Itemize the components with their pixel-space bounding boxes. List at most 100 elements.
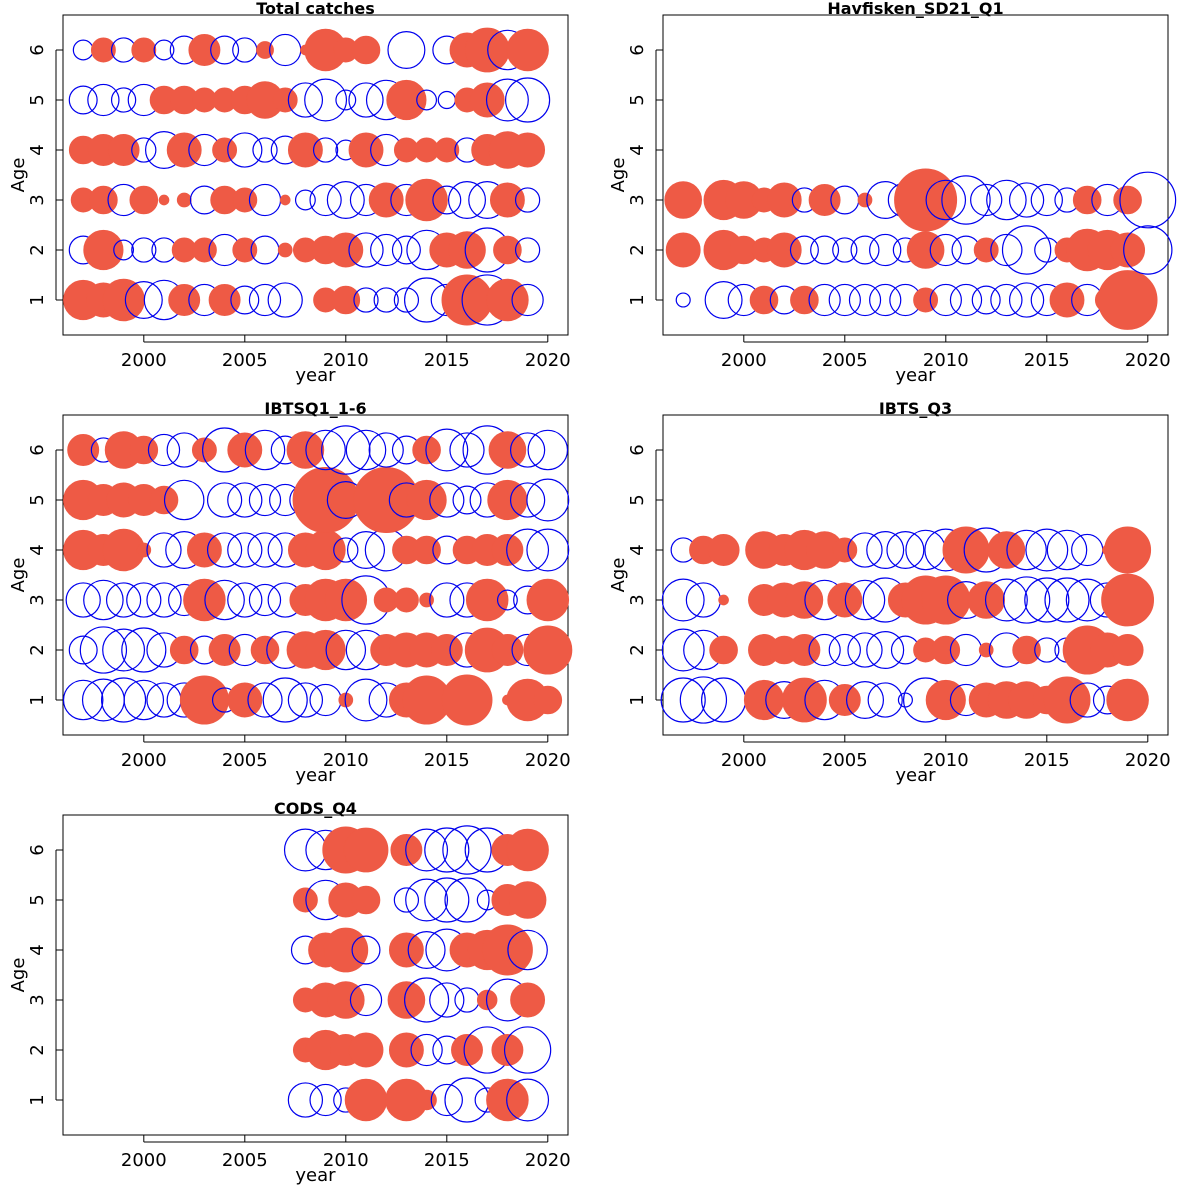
- bubble-positive: [1012, 635, 1041, 665]
- bubble-negative: [847, 632, 883, 668]
- bubble-negative: [527, 429, 569, 471]
- bubble-negative: [344, 678, 388, 722]
- bubble-positive: [387, 981, 426, 1019]
- bubble-positive: [766, 232, 802, 268]
- y-tick-label: 2: [627, 644, 648, 655]
- x-tick-label: 2005: [822, 750, 868, 771]
- bubble-negative: [1002, 576, 1051, 624]
- bubble-negative: [503, 1026, 552, 1074]
- bubble-negative: [990, 283, 1023, 317]
- bubble-positive: [790, 285, 819, 315]
- bubble-positive: [89, 185, 118, 215]
- bubble-negative: [1123, 225, 1173, 275]
- x-tick-label: 2015: [424, 1150, 470, 1171]
- bubble-positive: [179, 675, 229, 725]
- bubble-negative: [1046, 529, 1088, 571]
- bubble-negative: [700, 677, 747, 723]
- bubble-positive: [857, 192, 873, 208]
- bubble-positive: [1110, 232, 1146, 268]
- bubble-positive: [451, 1034, 483, 1066]
- bubble-positive: [388, 932, 424, 968]
- bubble-negative: [789, 235, 819, 265]
- bubble-positive: [469, 82, 505, 118]
- bubble-positive: [1101, 573, 1155, 627]
- bubble-positive: [967, 581, 1006, 619]
- bubble-positive: [921, 575, 971, 625]
- bubble-positive: [665, 232, 701, 268]
- y-axis-label: Age: [8, 158, 29, 193]
- bubble-positive: [788, 634, 821, 666]
- x-tick-label: 2020: [1125, 750, 1171, 771]
- panel-title: Total catches: [256, 0, 374, 18]
- bubble-positive: [191, 437, 217, 463]
- x-axis-label: year: [895, 365, 936, 386]
- bubble-negative: [351, 935, 381, 965]
- bubble-negative: [929, 283, 962, 317]
- bubble-negative: [526, 528, 570, 572]
- bubble-negative: [110, 87, 137, 113]
- y-tick-label: 3: [27, 594, 48, 605]
- bubble-positive: [476, 989, 498, 1011]
- bubble-negative: [925, 179, 967, 221]
- bubble-positive: [212, 137, 238, 163]
- bubble-negative: [267, 282, 303, 318]
- bubble-negative: [509, 432, 546, 468]
- bubble-negative: [1008, 182, 1045, 218]
- bubble-negative: [309, 183, 342, 217]
- bubble-positive: [533, 685, 563, 715]
- bubble-positive: [832, 537, 858, 563]
- bubble-negative: [866, 530, 905, 570]
- bubble-positive: [1043, 676, 1091, 724]
- y-tick-label: 6: [27, 44, 48, 55]
- bubble-negative: [1069, 682, 1105, 718]
- bubble-negative: [514, 187, 541, 213]
- bubble-positive: [208, 634, 241, 666]
- x-axis-label: year: [895, 765, 936, 786]
- y-tick-label: 3: [27, 194, 48, 205]
- y-tick-label: 2: [27, 1044, 48, 1055]
- bubble-positive: [1049, 282, 1085, 318]
- x-tick-label: 2000: [121, 750, 167, 771]
- y-tick-label: 2: [27, 244, 48, 255]
- bubble-positive: [506, 828, 549, 872]
- bubble-negative: [353, 287, 379, 313]
- bubble-negative: [845, 680, 885, 720]
- bubble-positive: [256, 41, 274, 59]
- bubble-negative: [514, 237, 541, 263]
- x-tick-label: 2020: [525, 1150, 571, 1171]
- bubble-positive: [67, 434, 100, 466]
- bubble-negative: [153, 39, 175, 61]
- bubble-negative: [1024, 577, 1070, 623]
- bubble-negative: [123, 679, 165, 721]
- x-tick-label: 2015: [1024, 750, 1070, 771]
- bubble-positive: [1106, 678, 1149, 722]
- bubble-positive: [1072, 185, 1102, 215]
- panel-1: Total catches 2000 2005 2010 2015 2020 1 2 3 4 5 6 y…: [8, 0, 571, 386]
- y-tick-label: 6: [27, 444, 48, 455]
- bubble-negative: [404, 977, 450, 1023]
- bubble-negative: [929, 233, 962, 267]
- bubble-negative: [227, 532, 263, 568]
- y-tick-label: 3: [627, 194, 648, 205]
- bubble-positive: [718, 594, 729, 606]
- x-tick-label: 2010: [323, 350, 369, 371]
- bubble-negative: [204, 579, 245, 621]
- bubble-positive: [305, 529, 346, 571]
- bubble-negative: [449, 432, 485, 468]
- bubble-negative: [309, 1083, 342, 1117]
- bubble-positive: [486, 1078, 529, 1122]
- bubble-negative: [675, 292, 691, 308]
- bubble-negative: [131, 237, 157, 263]
- bubble-negative: [429, 982, 465, 1018]
- bubble-negative: [100, 677, 147, 723]
- x-tick-label: 2005: [222, 1150, 268, 1171]
- bubble-negative: [248, 483, 282, 517]
- y-tick-label: 2: [627, 244, 648, 255]
- x-tick-label: 2010: [323, 1150, 369, 1171]
- bubble-negative: [1025, 528, 1069, 572]
- bubble-negative: [506, 1078, 550, 1122]
- bubble-negative: [1001, 225, 1052, 275]
- bubble-negative: [370, 233, 403, 267]
- bubble-positive: [393, 587, 419, 613]
- bubble-negative: [1006, 529, 1047, 571]
